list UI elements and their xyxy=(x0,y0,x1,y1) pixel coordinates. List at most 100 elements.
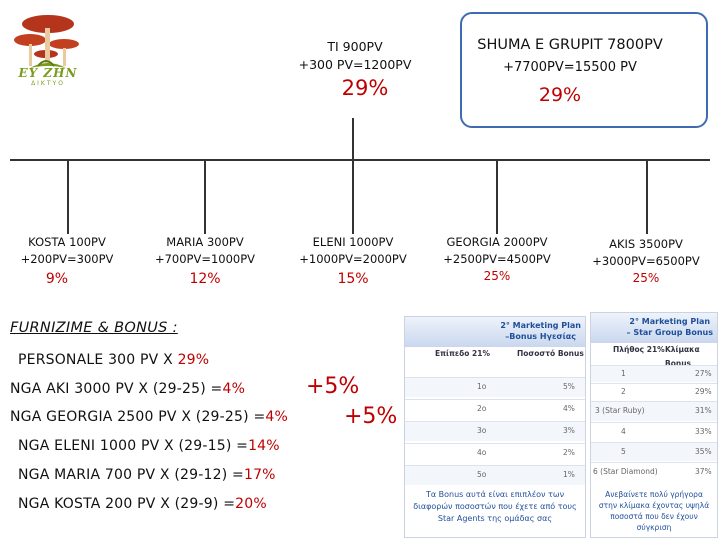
ti-percent: 29% xyxy=(341,76,389,100)
branch-line-eleni xyxy=(352,160,354,234)
table-cell: 37% xyxy=(695,467,712,476)
table-title-line1: 2° Marketing Plan xyxy=(629,317,711,326)
table-row: 5o 1% xyxy=(405,465,585,485)
group-total-title: SHUMA E GRUPIT 7800PV xyxy=(477,37,663,53)
node-percent: 25% xyxy=(632,271,660,285)
table-col-count: Πλήθος 21% xyxy=(613,345,665,354)
table-cell: 5o xyxy=(477,470,487,479)
branch-line-georgia xyxy=(496,160,498,234)
table-cell: 35% xyxy=(695,447,712,456)
bonus-title: FURNIZIME & BONUS : xyxy=(10,320,178,336)
table-cell: 4 xyxy=(621,427,626,436)
table-title-line1: 2° Marketing Plan xyxy=(500,321,581,330)
table-row: 3 (Star Ruby) 31% xyxy=(591,401,717,421)
bonus-line-text: PERSONALE 300 PV X xyxy=(18,352,178,368)
node-kosta: KOSTA 100PV +200PV=300PV 9% xyxy=(4,234,130,290)
bonus-line-aki: NGA AKI 3000 PV X (29-25) =4% xyxy=(10,381,245,397)
bonus-line-value: 4% xyxy=(222,381,246,397)
branch-line-akis xyxy=(646,160,648,234)
bonus-line-value: 29% xyxy=(177,352,210,368)
bonus-line-text: NGA MARIA 700 PV X (29-12) = xyxy=(18,467,244,483)
table-row: 1o 5% xyxy=(405,377,585,397)
table-footer: Ανεβαίνετε πολύ γρήγορα στην κλίμακα έχο… xyxy=(598,490,710,532)
node-name: GEORGIA 2000PV xyxy=(446,235,548,249)
node-percent: 9% xyxy=(45,271,69,287)
mushroom-logo-icon xyxy=(14,15,79,68)
table-cell: 4o xyxy=(477,448,487,457)
table-row: 2 29% xyxy=(591,383,717,400)
table-row: 4 33% xyxy=(591,422,717,441)
node-calc: +1000PV=2000PV xyxy=(299,252,407,266)
table-header xyxy=(591,313,717,343)
bonus-line-value: 4% xyxy=(265,409,288,425)
table-col-level: Επίπεδο 21% xyxy=(435,349,490,358)
ti-line2: +300 PV=1200PV xyxy=(298,57,412,72)
bonus-line-text: NGA AKI 3000 PV X (29-25) = xyxy=(10,381,223,397)
table-row: 4o 2% xyxy=(405,443,585,463)
group-total-calc: +7700PV=15500 PV xyxy=(503,60,637,75)
bonus-line-text: NGA GEORGIA 2500 PV X (29-25) = xyxy=(10,409,266,425)
node-calc: +3000PV=6500PV xyxy=(592,254,700,268)
table-row: 2o 4% xyxy=(405,399,585,419)
node-maria: MARIA 300PV +700PV=1000PV 12% xyxy=(142,234,268,290)
table-row: 3o 3% xyxy=(405,421,585,441)
group-total-box xyxy=(460,12,708,128)
bonus-line-maria: NGA MARIA 700 PV X (29-12) =17% xyxy=(18,467,276,483)
table-row: 5 35% xyxy=(591,442,717,461)
node-percent: 15% xyxy=(337,271,369,287)
node-name: ELENI 1000PV xyxy=(312,235,394,249)
ti-line1: TI 900PV xyxy=(327,39,383,54)
table-cell: 4% xyxy=(563,404,575,413)
table-cell: 1% xyxy=(563,470,575,479)
node-georgia: GEORGIA 2000PV +2500PV=4500PV 25% xyxy=(432,234,562,284)
bonus-line-personal: PERSONALE 300 PV X 29% xyxy=(18,352,209,368)
table-header xyxy=(405,317,585,347)
node-percent: 12% xyxy=(189,271,221,287)
table-title: 2° Marketing Plan –Bonus Ηγεσίας xyxy=(500,320,581,342)
table-cell: 2% xyxy=(563,448,575,457)
group-total-percent: 29% xyxy=(538,84,582,106)
table-cell: 33% xyxy=(695,427,712,436)
node-calc: +700PV=1000PV xyxy=(154,252,256,266)
node-akis: AKIS 3500PV +3000PV=6500PV 25% xyxy=(582,236,710,286)
table-title-line2: –Bonus Ηγεσίας xyxy=(505,332,577,341)
table-col-scale: Κλίμακα Bonus xyxy=(665,345,700,368)
node-name: MARIA 300PV xyxy=(166,235,244,249)
bonus-line-eleni: NGA ELENI 1000 PV X (29-15) =14% xyxy=(18,438,280,454)
table-cell: 6 (Star Diamond) xyxy=(593,467,658,476)
table-col-bonus: Ποσοστό Bonus xyxy=(517,349,584,358)
table-row: 6 (Star Diamond) 37% xyxy=(591,462,717,482)
table-cell: 1 xyxy=(621,369,626,378)
plus-bonus-2: +5% xyxy=(344,404,398,429)
table-cell: 3 (Star Ruby) xyxy=(595,406,645,415)
table-cell: 5 xyxy=(621,447,626,456)
table-cell: 29% xyxy=(695,387,712,396)
bonus-line-value: 20% xyxy=(235,496,267,512)
table-cell: 1o xyxy=(477,382,487,391)
table-row: 1 27% xyxy=(591,365,717,382)
table-title-line2: – Star Group Bonus xyxy=(626,328,713,337)
leadership-bonus-table: 2° Marketing Plan –Bonus Ηγεσίας Επίπεδο… xyxy=(404,316,586,538)
branch-line-maria xyxy=(204,160,206,234)
bonus-line-text: NGA ELENI 1000 PV X (29-15) = xyxy=(18,438,249,454)
bonus-line-georgia: NGA GEORGIA 2500 PV X (29-25) =4% xyxy=(10,409,288,425)
table-cell: 5% xyxy=(563,382,575,391)
node-percent: 25% xyxy=(483,269,511,283)
node-eleni: ELENI 1000PV +1000PV=2000PV 15% xyxy=(288,234,418,290)
node-calc: +200PV=300PV xyxy=(20,252,114,266)
star-group-bonus-table: 2° Marketing Plan – Star Group Bonus Πλή… xyxy=(590,312,718,538)
logo-text: EY ZHN xyxy=(18,66,78,80)
table-cell: 3o xyxy=(477,426,487,435)
table-cell: 2o xyxy=(477,404,487,413)
tree-trunk-line xyxy=(352,118,354,160)
table-cell: 3% xyxy=(563,426,575,435)
bonus-line-kosta: NGA KOSTA 200 PV X (29-9) =20% xyxy=(18,496,267,512)
table-cell: 2 xyxy=(621,387,626,396)
table-cell: 31% xyxy=(695,406,712,415)
ti-block: TI 900PV +300 PV=1200PV xyxy=(290,38,420,74)
node-name: AKIS 3500PV xyxy=(609,237,683,251)
bonus-line-text: NGA KOSTA 200 PV X (29-9) = xyxy=(18,496,236,512)
tree-horizontal-line xyxy=(10,159,710,161)
bonus-line-value: 17% xyxy=(243,467,276,483)
bonus-line-value: 14% xyxy=(248,438,280,454)
